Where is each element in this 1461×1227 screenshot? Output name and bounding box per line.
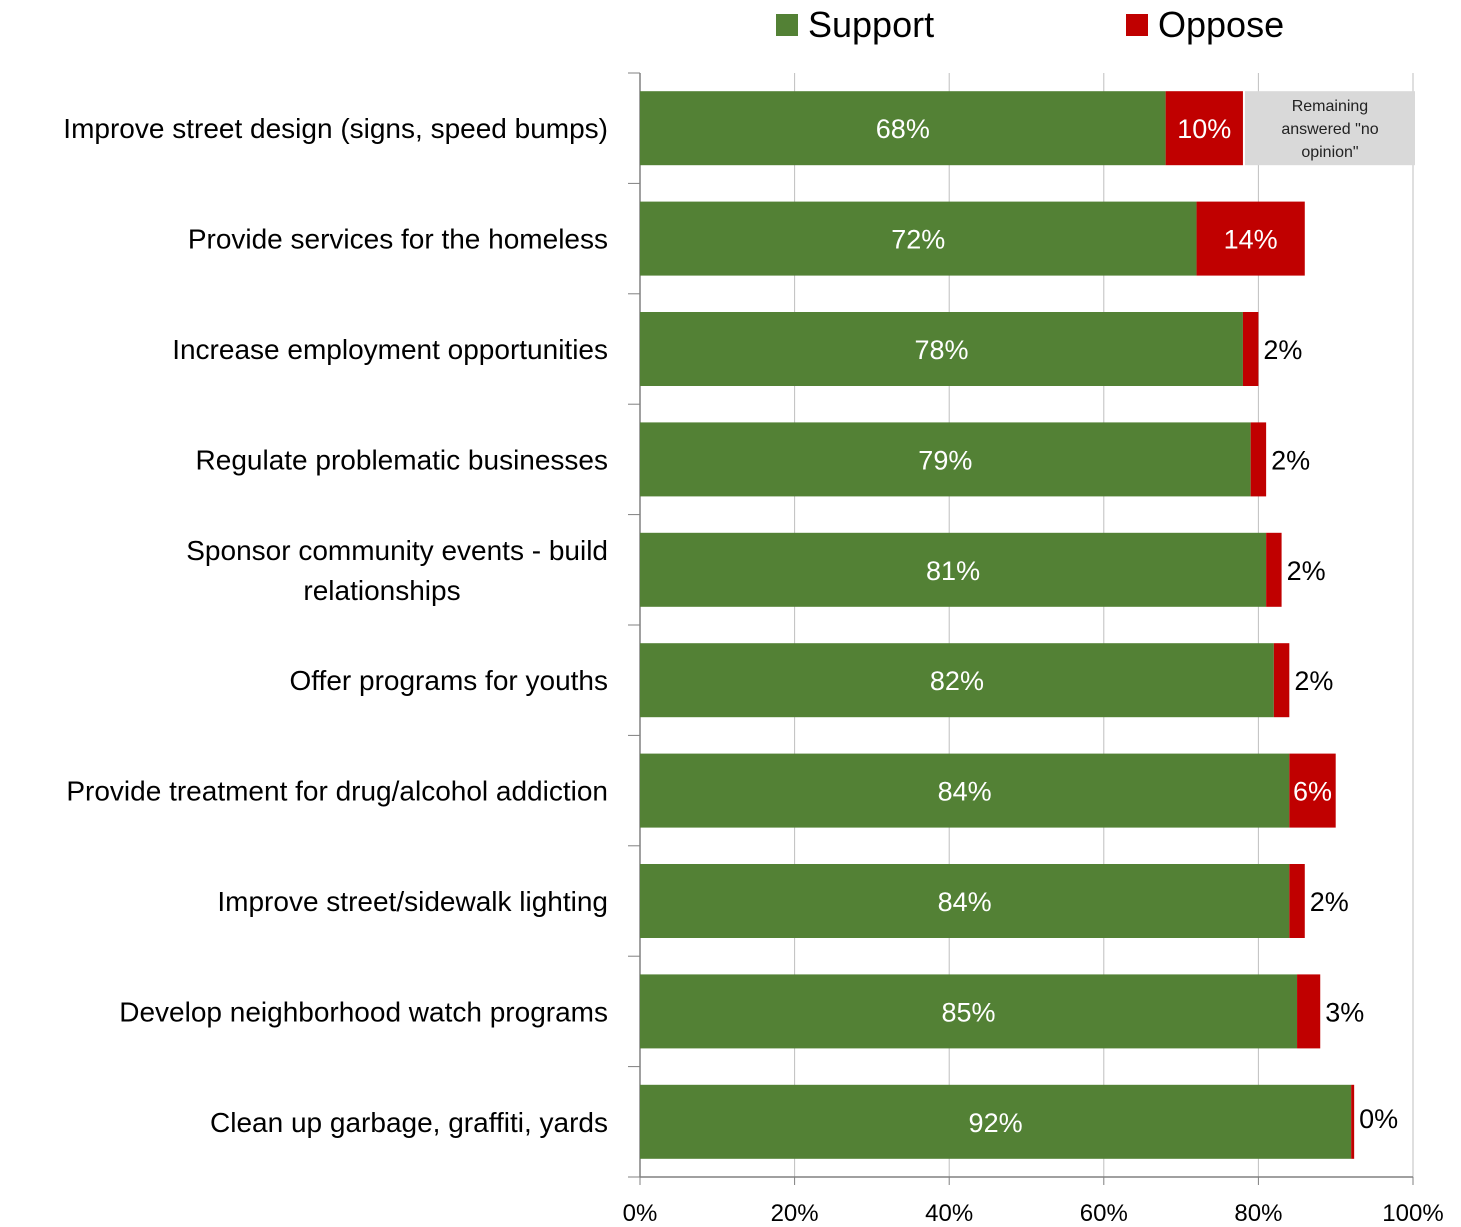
category-label: Provide services for the homeless xyxy=(188,224,608,255)
oppose-value-label: 2% xyxy=(1271,445,1310,475)
support-value-label: 78% xyxy=(914,335,968,365)
category-label: Offer programs for youths xyxy=(290,665,609,696)
oppose-bar xyxy=(1351,1084,1355,1159)
oppose-value-label: 2% xyxy=(1294,666,1333,696)
oppose-bar xyxy=(1196,201,1305,276)
no-opinion-note-box xyxy=(1244,91,1415,166)
oppose-value-label: 2% xyxy=(1310,887,1349,917)
x-tick-label: 40% xyxy=(925,1200,973,1227)
no-opinion-note-text: answered "no xyxy=(1281,121,1378,138)
oppose-value-label: 2% xyxy=(1287,556,1326,586)
support-bar xyxy=(640,91,1166,166)
support-value-label: 85% xyxy=(942,997,996,1027)
legend-support-swatch xyxy=(776,14,798,36)
legend-support-label: Support xyxy=(808,4,935,45)
x-tick-label: 80% xyxy=(1234,1200,1282,1227)
category-label: Regulate problematic businesses xyxy=(196,444,608,475)
oppose-bar xyxy=(1289,864,1305,938)
support-value-label: 92% xyxy=(969,1108,1023,1138)
oppose-value-label: 14% xyxy=(1224,225,1278,255)
support-bar xyxy=(640,422,1251,497)
x-tick-label: 20% xyxy=(771,1200,819,1227)
oppose-bar xyxy=(1165,91,1243,166)
support-bar xyxy=(640,974,1298,1049)
oppose-bar xyxy=(1289,753,1336,828)
support-bar xyxy=(640,643,1274,718)
category-label: Improve street/sidewalk lighting xyxy=(217,886,608,917)
category-label-line: Sponsor community events - build xyxy=(186,535,608,566)
support-value-label: 68% xyxy=(876,114,930,144)
support-bar xyxy=(640,864,1290,938)
support-bar xyxy=(640,201,1197,276)
oppose-bar xyxy=(1273,643,1290,718)
support-value-label: 72% xyxy=(891,225,945,255)
no-opinion-note-text: opinion" xyxy=(1301,144,1358,161)
oppose-bar xyxy=(1297,974,1321,1049)
category-label: Sponsor community events - build relation… xyxy=(186,535,608,606)
x-tick-label: 0% xyxy=(623,1200,658,1227)
category-label: Provide treatment for drug/alcohol addic… xyxy=(66,776,608,807)
support-value-label: 79% xyxy=(918,445,972,475)
oppose-value-label: 3% xyxy=(1325,997,1364,1027)
oppose-bar xyxy=(1266,532,1282,607)
oppose-bar xyxy=(1242,312,1259,386)
support-bar xyxy=(640,312,1243,386)
no-opinion-note-text: Remaining xyxy=(1292,98,1368,115)
legend-oppose: Oppose xyxy=(1126,4,1284,46)
legend-oppose-label: Oppose xyxy=(1158,4,1285,45)
support-bar xyxy=(640,753,1290,828)
oppose-value-label: 6% xyxy=(1293,777,1332,807)
legend-support: Support xyxy=(776,4,934,46)
oppose-value-label: 2% xyxy=(1263,335,1302,365)
oppose-bar xyxy=(1250,422,1267,497)
category-label: Increase employment opportunities xyxy=(172,334,608,365)
category-label: Clean up garbage, graffiti, yards xyxy=(210,1107,608,1138)
category-label: Improve street design (signs, speed bump… xyxy=(63,113,608,144)
x-tick-label: 60% xyxy=(1080,1200,1128,1227)
legend-oppose-swatch xyxy=(1126,14,1148,36)
x-tick-label: 100% xyxy=(1382,1200,1443,1227)
support-bar xyxy=(640,532,1267,607)
category-label-line: relationships xyxy=(303,575,460,606)
oppose-value-label: 0% xyxy=(1359,1104,1398,1134)
category-label: Develop neighborhood watch programs xyxy=(119,996,608,1027)
support-value-label: 84% xyxy=(938,887,992,917)
support-value-label: 84% xyxy=(938,777,992,807)
support-value-label: 82% xyxy=(930,666,984,696)
support-bar xyxy=(640,1084,1352,1159)
oppose-value-label: 10% xyxy=(1177,114,1231,144)
support-value-label: 81% xyxy=(926,556,980,586)
